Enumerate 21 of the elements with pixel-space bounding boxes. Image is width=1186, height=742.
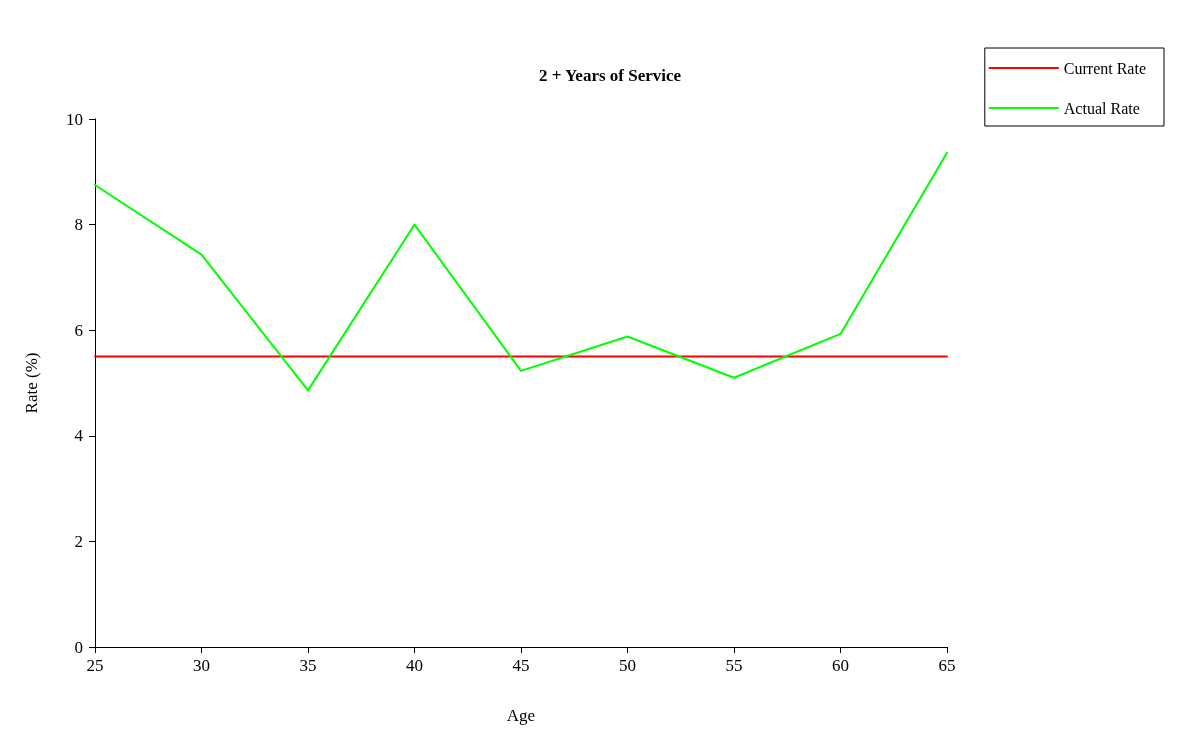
x-tick-label: 65 <box>938 656 956 675</box>
legend-label: Current Rate <box>1063 59 1147 77</box>
x-tick-label: 30 <box>193 656 210 675</box>
y-tick-label: 0 <box>74 637 83 657</box>
y-tick-label: 8 <box>74 215 83 235</box>
y-axis-title: Rate (%) <box>22 352 41 414</box>
x-tick-label: 50 <box>619 656 636 675</box>
y-tick-label: 10 <box>66 109 83 129</box>
x-tick-label: 60 <box>832 656 849 675</box>
y-tick-label: 2 <box>74 531 83 551</box>
y-tick-label: 6 <box>74 320 83 340</box>
x-tick-label: 25 <box>86 656 104 675</box>
y-tick-label: 4 <box>74 426 84 446</box>
x-tick-label: 35 <box>299 656 317 675</box>
legend-label: Actual Rate <box>1063 99 1140 117</box>
line-series <box>94 151 948 392</box>
x-tick-label: 45 <box>512 656 530 675</box>
x-tick-label: 40 <box>406 656 423 675</box>
x-tick-label: 55 <box>725 656 743 675</box>
x-axis-title: Age <box>506 706 536 725</box>
chart-title: 2 + Years of Service <box>538 66 682 85</box>
